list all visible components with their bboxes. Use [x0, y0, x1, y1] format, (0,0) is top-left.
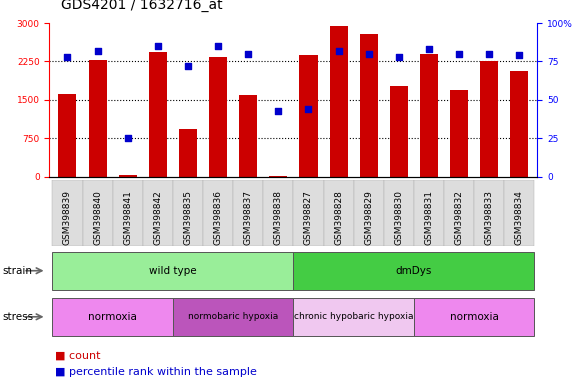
- Text: GSM398839: GSM398839: [63, 190, 72, 245]
- Point: [515, 52, 524, 58]
- Bar: [83, 180, 113, 246]
- Bar: [52, 298, 173, 336]
- Text: normoxia: normoxia: [88, 312, 137, 322]
- Bar: [444, 180, 474, 246]
- Bar: [149, 52, 167, 177]
- Bar: [173, 180, 203, 246]
- Bar: [474, 180, 504, 246]
- Text: GSM398828: GSM398828: [334, 190, 343, 245]
- Bar: [119, 175, 137, 177]
- Text: normoxia: normoxia: [450, 312, 498, 322]
- Point: [63, 54, 72, 60]
- Point: [213, 43, 223, 49]
- Point: [274, 108, 283, 114]
- Bar: [179, 129, 197, 177]
- Text: GSM398832: GSM398832: [454, 190, 464, 245]
- Bar: [414, 298, 535, 336]
- Point: [304, 106, 313, 112]
- Bar: [450, 89, 468, 177]
- Bar: [270, 175, 288, 177]
- Text: normobaric hypoxia: normobaric hypoxia: [188, 312, 278, 321]
- Text: GDS4201 / 1632716_at: GDS4201 / 1632716_at: [61, 0, 223, 12]
- Point: [153, 43, 163, 49]
- Text: ■ percentile rank within the sample: ■ percentile rank within the sample: [55, 367, 257, 377]
- Bar: [420, 54, 438, 177]
- Text: GSM398842: GSM398842: [153, 190, 162, 245]
- Bar: [293, 180, 324, 246]
- Text: GSM398833: GSM398833: [485, 190, 494, 245]
- Bar: [239, 95, 257, 177]
- Text: GSM398831: GSM398831: [425, 190, 433, 245]
- Text: GSM398835: GSM398835: [184, 190, 192, 245]
- Bar: [390, 86, 408, 177]
- Bar: [324, 180, 354, 246]
- Text: strain: strain: [3, 266, 33, 276]
- Point: [424, 46, 433, 52]
- Bar: [354, 180, 384, 246]
- Bar: [293, 298, 414, 336]
- Bar: [263, 180, 293, 246]
- Bar: [173, 298, 293, 336]
- Text: GSM398834: GSM398834: [515, 190, 524, 245]
- Text: dmDys: dmDys: [396, 266, 432, 276]
- Text: GSM398841: GSM398841: [123, 190, 132, 245]
- Bar: [209, 57, 227, 177]
- Text: GSM398827: GSM398827: [304, 190, 313, 245]
- Bar: [414, 180, 444, 246]
- Point: [93, 48, 102, 54]
- Text: ■ count: ■ count: [55, 350, 101, 360]
- Text: GSM398840: GSM398840: [93, 190, 102, 245]
- Point: [243, 51, 253, 57]
- Bar: [504, 180, 535, 246]
- Bar: [143, 180, 173, 246]
- Bar: [299, 55, 317, 177]
- Point: [394, 54, 403, 60]
- Point: [454, 51, 464, 57]
- Bar: [384, 180, 414, 246]
- Bar: [510, 71, 528, 177]
- Bar: [233, 180, 263, 246]
- Bar: [293, 252, 535, 290]
- Text: GSM398838: GSM398838: [274, 190, 283, 245]
- Text: GSM398830: GSM398830: [394, 190, 403, 245]
- Point: [485, 51, 494, 57]
- Bar: [480, 61, 498, 177]
- Bar: [329, 26, 347, 177]
- Point: [364, 51, 374, 57]
- Bar: [113, 180, 143, 246]
- Bar: [203, 180, 233, 246]
- Point: [123, 135, 132, 141]
- Text: chronic hypobaric hypoxia: chronic hypobaric hypoxia: [294, 312, 414, 321]
- Bar: [59, 94, 77, 177]
- Text: GSM398829: GSM398829: [364, 190, 373, 245]
- Bar: [88, 60, 107, 177]
- Bar: [52, 180, 83, 246]
- Bar: [360, 34, 378, 177]
- Point: [184, 63, 193, 69]
- Bar: [52, 252, 293, 290]
- Point: [334, 48, 343, 54]
- Text: wild type: wild type: [149, 266, 197, 276]
- Text: GSM398836: GSM398836: [214, 190, 223, 245]
- Text: stress: stress: [3, 312, 34, 322]
- Text: GSM398837: GSM398837: [243, 190, 253, 245]
